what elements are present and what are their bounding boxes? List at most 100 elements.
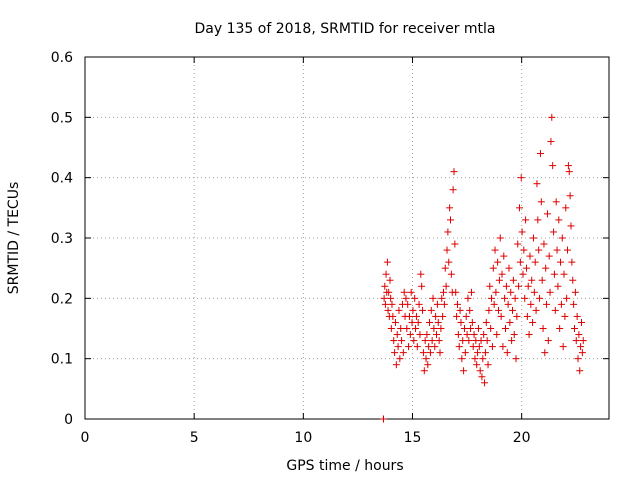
- data-point: [522, 216, 530, 224]
- data-point: [554, 282, 562, 290]
- data-point: [391, 349, 399, 357]
- data-point: [522, 264, 530, 272]
- data-point: [560, 270, 568, 278]
- data-point: [392, 361, 400, 369]
- data-point: [474, 325, 482, 332]
- y-tick-label: 0.2: [51, 291, 73, 307]
- data-point: [467, 325, 475, 332]
- data-point: [437, 325, 445, 332]
- data-point: [492, 288, 500, 296]
- data-point: [550, 270, 558, 278]
- data-point: [405, 343, 413, 351]
- data-point: [388, 300, 396, 308]
- data-point: [454, 331, 462, 339]
- data-point: [443, 246, 451, 254]
- data-point: [508, 306, 516, 314]
- data-point: [503, 349, 511, 357]
- data-point: [559, 343, 567, 351]
- data-point: [542, 264, 550, 272]
- data-point: [386, 276, 394, 284]
- data-point: [518, 228, 526, 236]
- data-point: [507, 288, 515, 296]
- data-point: [385, 288, 393, 296]
- data-point: [513, 312, 521, 320]
- data-point: [426, 318, 434, 326]
- data-point: [521, 294, 529, 302]
- data-point: [382, 270, 390, 278]
- data-point: [544, 337, 552, 345]
- data-point: [460, 367, 468, 375]
- data-point: [567, 222, 575, 230]
- data-point: [541, 349, 549, 357]
- data-point: [508, 337, 516, 345]
- data-point: [488, 294, 496, 302]
- y-axis-label: SRMTID / TECUs: [6, 182, 22, 295]
- data-point: [539, 325, 547, 332]
- data-point: [534, 216, 542, 224]
- data-point: [489, 264, 497, 272]
- data-point: [446, 216, 454, 224]
- data-point: [456, 306, 464, 314]
- data-point: [475, 343, 483, 351]
- data-point: [461, 349, 469, 357]
- data-point: [527, 300, 535, 308]
- data-point: [558, 234, 566, 242]
- data-point: [477, 337, 485, 345]
- data-point: [390, 337, 398, 345]
- data-point: [395, 306, 403, 314]
- data-point: [412, 325, 420, 332]
- data-point: [400, 288, 408, 296]
- data-point: [455, 343, 463, 351]
- data-point: [419, 349, 427, 357]
- x-tick-label: 15: [404, 430, 422, 446]
- data-point: [433, 331, 441, 339]
- data-point: [415, 300, 423, 308]
- data-point: [419, 306, 427, 314]
- data-point: [573, 312, 581, 320]
- data-point: [498, 270, 506, 278]
- data-point: [469, 343, 477, 351]
- y-tick-label: 0.3: [51, 231, 73, 247]
- data-points: [379, 113, 587, 423]
- data-point: [393, 331, 401, 339]
- data-point: [417, 270, 425, 278]
- data-point: [462, 312, 470, 320]
- data-point: [566, 192, 574, 200]
- data-point: [396, 355, 404, 363]
- data-point: [413, 343, 421, 351]
- data-point: [536, 294, 544, 302]
- chart-title: Day 135 of 2018, SRMTID for receiver mtl…: [194, 21, 495, 37]
- data-point: [387, 294, 395, 302]
- data-point: [466, 306, 474, 314]
- data-point: [431, 343, 439, 351]
- data-point: [473, 361, 481, 369]
- data-point: [577, 318, 585, 326]
- data-point: [441, 264, 449, 272]
- axis-ticks: 0 0.1 0.2 0.3 0.4 0.5 0.6 0 5 10 15 20: [51, 50, 609, 446]
- data-point: [383, 258, 391, 266]
- data-point: [450, 168, 458, 176]
- data-point: [465, 337, 473, 345]
- data-point: [426, 349, 434, 357]
- data-point: [432, 312, 440, 320]
- data-point: [394, 343, 402, 351]
- data-point: [493, 331, 501, 339]
- data-point: [533, 180, 541, 188]
- data-point: [576, 367, 584, 375]
- data-point: [468, 318, 476, 326]
- data-point: [571, 325, 579, 332]
- data-point: [553, 246, 561, 254]
- data-point: [505, 264, 513, 272]
- data-point: [421, 337, 429, 345]
- data-point: [495, 306, 503, 314]
- data-point: [407, 288, 415, 296]
- data-point: [570, 300, 578, 308]
- data-point: [410, 337, 418, 345]
- data-point: [399, 349, 407, 357]
- data-point: [409, 306, 417, 314]
- data-point: [398, 337, 406, 345]
- data-point: [535, 246, 543, 254]
- data-point: [509, 276, 517, 284]
- data-point: [510, 331, 518, 339]
